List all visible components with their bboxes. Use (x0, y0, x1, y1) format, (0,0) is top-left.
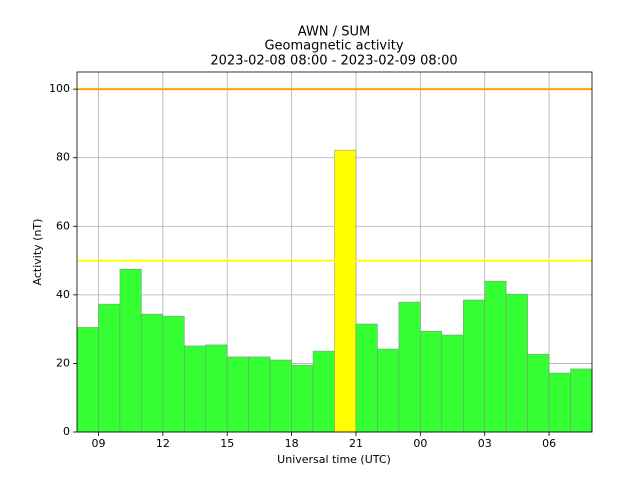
bar (441, 334, 464, 433)
bar (269, 359, 292, 433)
chart-period: 2023-02-08 08:00 - 2023-02-09 08:00 (210, 54, 457, 69)
bar (162, 315, 185, 433)
x-tick-label: 09 (91, 437, 105, 450)
bar (141, 313, 164, 433)
bar (463, 299, 485, 433)
x-tick-label: 21 (349, 437, 363, 450)
x-tick-label: 18 (285, 437, 299, 450)
bar (420, 330, 443, 433)
bar (548, 372, 571, 433)
bar (398, 301, 421, 433)
bar (377, 348, 400, 433)
y-tick-label: 100 (49, 82, 70, 95)
x-tick-label: 06 (542, 437, 556, 450)
chart-subtitle: Geomagnetic activity (264, 39, 403, 54)
bar (226, 356, 249, 433)
plot-frame (76, 71, 593, 433)
x-tick-label: 15 (220, 437, 234, 450)
bar (570, 368, 593, 433)
bar (76, 327, 99, 433)
y-tick-label: 80 (56, 151, 70, 164)
bar (527, 353, 550, 433)
bar (312, 350, 335, 433)
bar (248, 356, 271, 433)
bar (119, 268, 142, 433)
x-tick-label: 00 (413, 437, 427, 450)
x-tick-label: 12 (156, 437, 170, 450)
y-axis-label: Activity (nT) (31, 219, 44, 286)
bar (205, 344, 228, 433)
y-tick-label: 40 (56, 288, 70, 301)
bar (184, 345, 207, 433)
y-tick-label: 60 (56, 219, 70, 232)
x-tick-label: 03 (478, 437, 492, 450)
bar (98, 303, 121, 433)
y-tick-label: 0 (63, 425, 70, 438)
bar (505, 293, 528, 433)
x-axis-label: Universal time (UTC) (277, 453, 391, 466)
y-tick-label: 20 (56, 356, 70, 369)
bar (334, 149, 357, 433)
bar (291, 364, 314, 433)
bar (484, 280, 507, 433)
chart-title: AWN / SUM (298, 25, 370, 40)
bar (355, 323, 378, 433)
